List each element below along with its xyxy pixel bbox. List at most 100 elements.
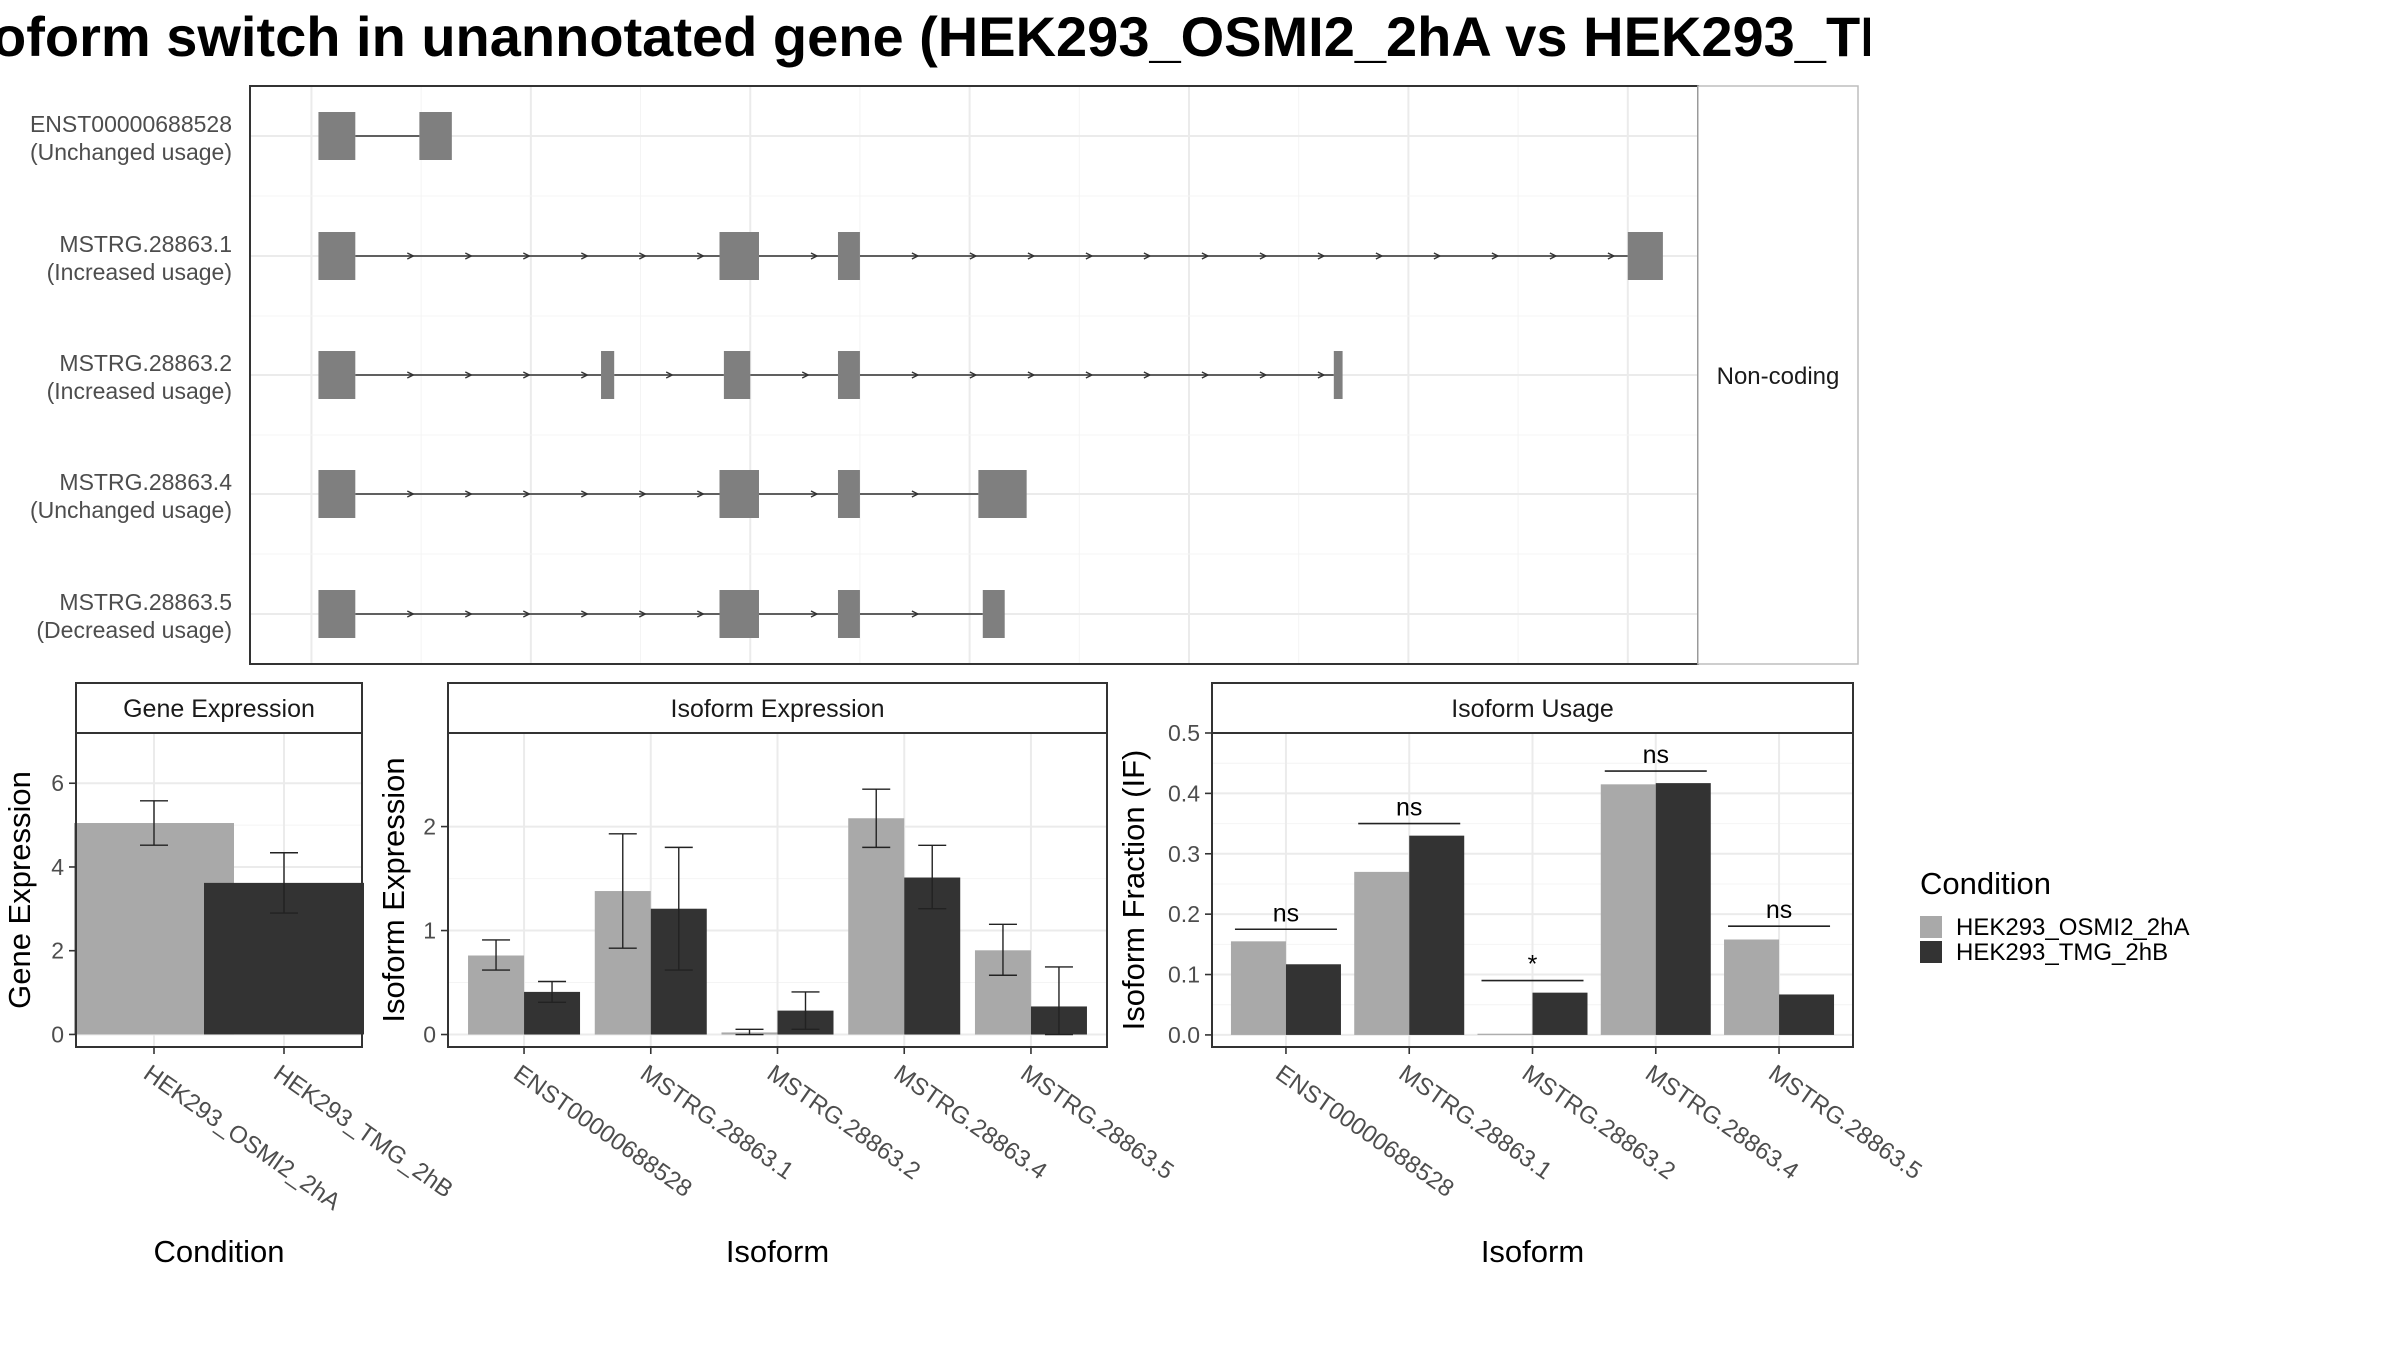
intron-arrow [696, 490, 705, 498]
transcript-name-label: MSTRG.28863.1 [59, 231, 232, 257]
exon-block [837, 351, 860, 399]
significance-label: * [1528, 951, 1538, 979]
exon-block [982, 590, 1005, 638]
exon-block [837, 590, 860, 638]
transcript-name-label: MSTRG.28863.5 [59, 589, 232, 615]
transcript-name-label: ENST00000688528 [30, 111, 232, 137]
y-tick-label: 0.1 [1168, 962, 1200, 988]
exon-block [601, 351, 615, 399]
intron-arrow [638, 610, 647, 618]
intron-arrow [638, 490, 647, 498]
exon-block [1333, 351, 1343, 399]
intron-arrow [1085, 371, 1094, 379]
intron-arrow [1201, 252, 1210, 260]
x-axis-title: Isoform [1481, 1234, 1584, 1269]
intron-arrow [911, 371, 920, 379]
intron-arrow [1143, 252, 1152, 260]
panel-strip-title: Gene Expression [123, 695, 315, 723]
intron-arrow [522, 610, 531, 618]
transcript-usage-label: (Increased usage) [47, 259, 232, 285]
isoform-expression-panel: Isoform Expression012ENST00000688528MSTR… [376, 682, 1179, 1269]
exon-block [837, 232, 860, 280]
intron-arrow [1549, 252, 1558, 260]
facet-label-noncoding: Non-coding [1717, 363, 1840, 390]
y-tick-label: 0.0 [1168, 1022, 1200, 1048]
intron-arrow [801, 371, 810, 379]
bar [1600, 784, 1656, 1035]
intron-arrow [464, 371, 473, 379]
intron-arrow [406, 610, 415, 618]
intron-arrow [810, 610, 819, 618]
bar [1354, 871, 1410, 1035]
intron-arrow [464, 610, 473, 618]
bar [1477, 1033, 1533, 1035]
panel-strip [75, 682, 363, 734]
y-tick-label: 0 [51, 1021, 64, 1047]
bar [1230, 941, 1286, 1035]
intron-arrow [522, 252, 531, 260]
y-tick-label: 0.4 [1168, 780, 1200, 806]
intron-arrow [1607, 252, 1616, 260]
significance-label: ns [1766, 896, 1792, 924]
intron-arrow [1027, 252, 1036, 260]
y-tick-label: 0.3 [1168, 841, 1200, 867]
intron-arrow [665, 371, 674, 379]
transcript-name-label: MSTRG.28863.2 [59, 350, 232, 376]
y-axis-title: Isoform Fraction (IF) [1116, 750, 1151, 1031]
intron-arrow [911, 490, 920, 498]
y-tick-label: 6 [51, 770, 64, 796]
figure-title: oform switch in unannotated gene (HEK293… [0, 5, 1950, 68]
y-tick-label: 0.5 [1168, 720, 1200, 746]
intron-arrow [1375, 252, 1384, 260]
intron-arrow [406, 252, 415, 260]
transcript-usage-label: (Decreased usage) [36, 617, 232, 643]
y-axis-title: Gene Expression [2, 771, 37, 1009]
intron-arrow [696, 252, 705, 260]
significance-label: ns [1643, 741, 1669, 769]
transcript-usage-label: (Unchanged usage) [30, 139, 232, 165]
exon-block [719, 232, 759, 280]
legend-item-label: HEK293_OSMI2_2hA [1956, 914, 2189, 941]
intron-arrow [580, 252, 589, 260]
y-tick-label: 0.2 [1168, 901, 1200, 927]
intron-arrow [1491, 252, 1500, 260]
intron-arrow [810, 252, 819, 260]
bar [1285, 964, 1341, 1035]
facet-strip [1697, 85, 1859, 665]
legend-swatch [1920, 916, 1942, 938]
intron-arrow [580, 490, 589, 498]
panel-strip [447, 682, 1108, 734]
intron-arrow [1143, 371, 1152, 379]
intron-arrow [1259, 371, 1268, 379]
exon-block [723, 351, 751, 399]
intron-arrow [1027, 371, 1036, 379]
exon-block [1627, 232, 1663, 280]
exon-block [719, 590, 759, 638]
significance-label: ns [1273, 899, 1299, 927]
intron-arrow [580, 610, 589, 618]
transcript-structure-panel: ENST00000688528(Unchanged usage)MSTRG.28… [30, 85, 1859, 665]
y-tick-label: 1 [423, 918, 436, 944]
intron-arrow [464, 252, 473, 260]
intron-arrow [580, 371, 589, 379]
intron-arrow [1317, 371, 1326, 379]
x-axis-title: Isoform [726, 1234, 829, 1269]
exon-block [419, 112, 452, 160]
intron-arrow [1259, 252, 1268, 260]
transcript-name-label: MSTRG.28863.4 [59, 469, 232, 495]
bar [1532, 992, 1588, 1035]
bar [1655, 783, 1711, 1035]
legend-title: Condition [1920, 866, 2051, 901]
x-axis-title: Condition [154, 1234, 285, 1269]
exon-block [318, 351, 356, 399]
transcript-usage-label: (Increased usage) [47, 378, 232, 404]
transcript-usage-label: (Unchanged usage) [30, 497, 232, 523]
legend-swatch [1920, 941, 1942, 963]
intron-arrow [1433, 252, 1442, 260]
exon-block [318, 112, 356, 160]
exon-block [837, 470, 860, 518]
title-clip-mask [1870, 0, 2400, 74]
intron-arrow [522, 490, 531, 498]
